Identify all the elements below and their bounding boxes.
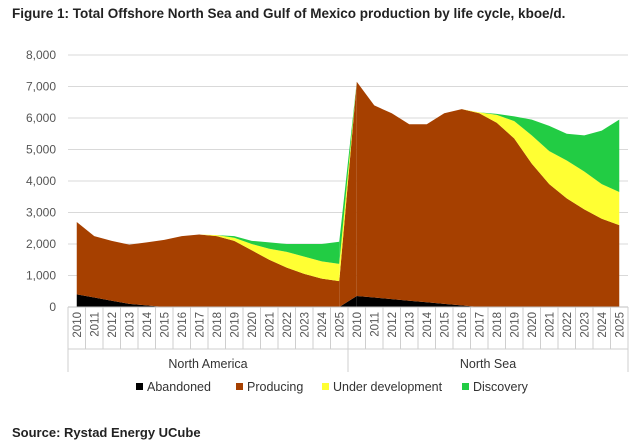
area-producing-join bbox=[339, 81, 357, 308]
x-tick-label: 2023 bbox=[299, 312, 311, 338]
legend-swatch-producing bbox=[236, 383, 243, 390]
x-tick-label: 2016 bbox=[457, 312, 469, 338]
x-tick-label: 2010 bbox=[72, 312, 84, 338]
legend-swatch-discovery bbox=[462, 383, 469, 390]
x-tick-label: 2015 bbox=[439, 312, 451, 338]
legend-swatch-abandoned bbox=[136, 383, 143, 390]
area-discovery-north-sea bbox=[356, 81, 620, 193]
x-tick-label: 2019 bbox=[229, 312, 241, 338]
x-tick-label: 2020 bbox=[527, 312, 539, 338]
x-axis: 2010 2011 2012 2013 2014 2015 2016 2017 2018 2019… bbox=[67, 306, 629, 372]
x-tick-label: 2018 bbox=[492, 312, 504, 338]
plot-areas bbox=[76, 81, 620, 308]
x-tick-label: 2011 bbox=[89, 312, 101, 337]
area-under-development-north-sea bbox=[356, 81, 620, 226]
x-tick-label: 2011 bbox=[369, 312, 381, 337]
legend-label-discovery: Discovery bbox=[473, 380, 529, 394]
x-tick-label: 2025 bbox=[334, 312, 346, 338]
area-under-development-join bbox=[339, 81, 357, 282]
x-tick-label: 2019 bbox=[509, 312, 521, 338]
x-tick-label: 2014 bbox=[422, 311, 434, 337]
x-tick-label: 2017 bbox=[474, 312, 486, 338]
x-tick-label: 2020 bbox=[247, 312, 259, 338]
y-tick-label: 3,000 bbox=[26, 206, 56, 220]
area-abandoned-north-america bbox=[76, 294, 340, 307]
x-tick-label: 2021 bbox=[264, 312, 276, 338]
area-abandoned-north-sea bbox=[356, 295, 620, 307]
x-tick-label: 2025 bbox=[614, 312, 626, 338]
x-tick-label: 2024 bbox=[317, 311, 329, 337]
x-tick-label: 2012 bbox=[107, 312, 119, 338]
legend-swatch-under-development bbox=[322, 383, 329, 390]
legend-label-producing: Producing bbox=[247, 380, 303, 394]
x-tick-label: 2014 bbox=[142, 311, 154, 337]
y-tick-label: 1,000 bbox=[26, 269, 56, 283]
x-tick-label: 2016 bbox=[177, 312, 189, 338]
x-tick-label: 2013 bbox=[404, 312, 416, 338]
legend-label-abandoned: Abandoned bbox=[147, 380, 211, 394]
source-note: Source: Rystad Energy UCube bbox=[12, 425, 201, 440]
x-tick-label: 2022 bbox=[562, 312, 574, 338]
y-tick-label: 4,000 bbox=[26, 174, 56, 188]
y-tick-label: 2,000 bbox=[26, 237, 56, 251]
x-tick-label: 2024 bbox=[597, 311, 609, 337]
chart-title: Figure 1: Total Offshore North Sea and G… bbox=[12, 6, 566, 21]
area-producing-north-sea bbox=[356, 81, 620, 308]
group-label: North America bbox=[168, 357, 247, 371]
y-tick-label: 8,000 bbox=[26, 48, 56, 62]
x-tick-label: 2023 bbox=[579, 312, 591, 338]
y-tick-label: 6,000 bbox=[26, 111, 56, 125]
x-tick-label: 2018 bbox=[212, 312, 224, 338]
area-under-development-north-america bbox=[76, 221, 340, 282]
group-label: North Sea bbox=[460, 357, 516, 371]
area-discovery-join bbox=[339, 81, 357, 264]
x-tick-label: 2022 bbox=[282, 312, 294, 338]
x-tick-label: 2017 bbox=[194, 312, 206, 338]
x-tick-label: 2021 bbox=[544, 312, 556, 338]
x-tick-label: 2010 bbox=[352, 312, 364, 338]
chart: 0 1,000 2,000 3,000 4,000 5,000 6,000 7,000 8,00… bbox=[26, 48, 629, 394]
x-tick-label: 2013 bbox=[124, 312, 136, 338]
legend: Abandoned Producing Under development Disco… bbox=[136, 380, 529, 394]
area-abandoned-join bbox=[339, 295, 357, 307]
x-tick-label: 2015 bbox=[159, 312, 171, 338]
y-axis: 0 1,000 2,000 3,000 4,000 5,000 6,000 7,000 8,00… bbox=[26, 48, 56, 314]
x-tick-label: 2012 bbox=[387, 312, 399, 338]
y-tick-label: 5,000 bbox=[26, 143, 56, 157]
y-tick-label: 7,000 bbox=[26, 80, 56, 94]
y-tick-label: 0 bbox=[49, 300, 56, 314]
area-producing-north-america bbox=[76, 221, 340, 307]
legend-label-under-development: Under development bbox=[333, 380, 443, 394]
